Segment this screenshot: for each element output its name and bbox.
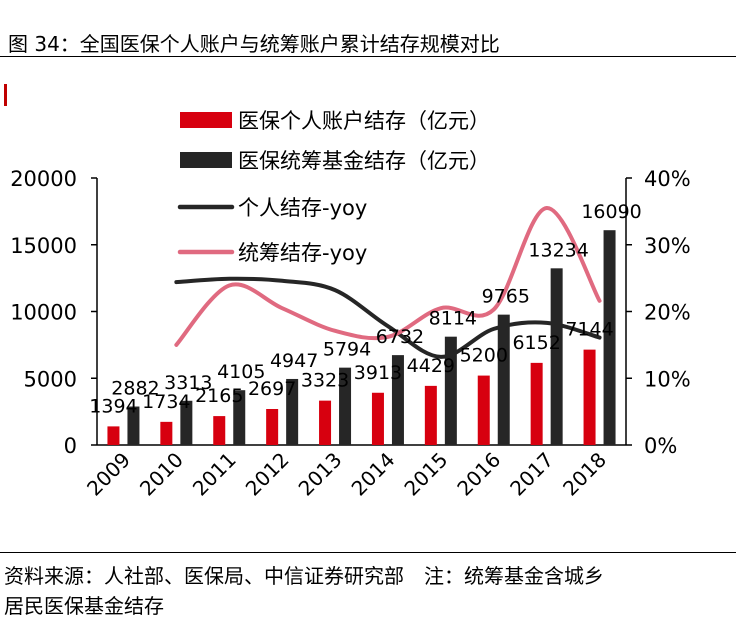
personal-account-bar bbox=[266, 408, 279, 445]
left-tick-label: 10000 bbox=[10, 301, 77, 325]
personal-account-bar bbox=[107, 426, 120, 445]
data-labels-group: 1394 1734 2165 2697 3323 3913 4429 520061527144… bbox=[89, 201, 642, 417]
personal-bar-value-label: 6152 bbox=[512, 332, 560, 354]
personal-account-bar bbox=[371, 392, 384, 445]
pooled-bar-value-label: 8114 bbox=[429, 308, 477, 330]
x-tick-label: 2011 bbox=[188, 448, 241, 501]
pooled-fund-bar bbox=[603, 230, 616, 445]
legend-label: 统筹结存-yoy bbox=[238, 241, 367, 265]
line-series-group bbox=[174, 206, 602, 359]
pooled-fund-bar bbox=[127, 406, 140, 445]
x-tick-label: 2012 bbox=[241, 448, 294, 501]
x-tick-label: 2013 bbox=[294, 448, 347, 501]
left-tick-label: 15000 bbox=[10, 234, 77, 258]
x-tick-label: 2017 bbox=[505, 448, 558, 501]
x-tick-label: 2016 bbox=[452, 448, 505, 501]
bar-series-group bbox=[107, 230, 616, 445]
personal-account-bar bbox=[213, 416, 226, 445]
pooled-fund-bar bbox=[339, 367, 352, 445]
personal-bar-value-label: 3913 bbox=[354, 362, 402, 384]
pooled-bar-value-label: 4105 bbox=[217, 361, 265, 383]
personal-yoy-line bbox=[174, 276, 602, 359]
personal-account-bar bbox=[477, 375, 490, 445]
pooled-bar-value-label: 3313 bbox=[164, 372, 212, 394]
right-tick-label: 30% bbox=[644, 234, 691, 258]
legend-label: 医保个人账户结存（亿元） bbox=[238, 109, 490, 133]
pooled-bar-value-label: 4947 bbox=[270, 350, 318, 372]
left-tick-label: 20000 bbox=[10, 167, 77, 191]
pooled-bar-value-label: 2882 bbox=[111, 378, 159, 400]
legend-swatch bbox=[180, 112, 232, 128]
pooled-bar-value-label: 5794 bbox=[323, 339, 371, 361]
pooled-bar-value-label: 9765 bbox=[482, 286, 530, 308]
x-tick-label: 2009 bbox=[82, 448, 135, 501]
legend-label: 医保统筹基金结存（亿元） bbox=[238, 149, 490, 173]
personal-account-bar bbox=[160, 421, 173, 445]
source-rule bbox=[0, 552, 736, 553]
left-tick-label: 5000 bbox=[24, 367, 77, 391]
x-tick-label: 2014 bbox=[347, 448, 400, 501]
pooled-fund-bar bbox=[286, 378, 299, 445]
pooled-bar-value-label: 16090 bbox=[581, 201, 641, 223]
x-tick-label: 2015 bbox=[399, 448, 452, 501]
figure-title: 图 34：全国医保个人账户与统筹账户累计结存规模对比 bbox=[8, 32, 500, 56]
right-tick-label: 0% bbox=[644, 434, 677, 458]
title-rule bbox=[0, 56, 736, 57]
legend: 医保个人账户结存（亿元） 医保统筹基金结存（亿元） 个人结存-yoy 统筹结存-yoy bbox=[177, 109, 490, 265]
source-note: 资料来源：人社部、医保局、中信证券研究部 注：统筹基金含城乡 bbox=[4, 564, 604, 588]
personal-bar-value-label: 4429 bbox=[407, 355, 455, 377]
pooled-yoy-line bbox=[174, 206, 602, 347]
legend-label: 个人结存-yoy bbox=[238, 196, 367, 220]
personal-account-bar bbox=[530, 362, 543, 445]
pooled-fund-bar bbox=[180, 400, 193, 445]
personal-bar-value-label: 2697 bbox=[248, 378, 296, 400]
x-tick-label: 2018 bbox=[558, 448, 611, 501]
source-note-line2: 居民医保基金结存 bbox=[4, 594, 164, 618]
personal-bar-value-label: 7144 bbox=[565, 319, 613, 341]
pooled-fund-bar bbox=[444, 336, 457, 445]
pooled-fund-bar bbox=[233, 390, 246, 445]
pooled-fund-bar bbox=[497, 314, 510, 445]
chart-canvas: 医保个人账户结存（亿元） 医保统筹基金结存（亿元） 个人结存-yoy 统筹结存-yoy… bbox=[10, 109, 691, 501]
right-tick-label: 20% bbox=[644, 301, 691, 325]
pooled-bar-value-label: 6732 bbox=[376, 326, 424, 348]
pooled-fund-bar bbox=[550, 268, 563, 445]
accent-mark bbox=[4, 84, 7, 106]
personal-account-bar bbox=[319, 400, 332, 445]
pooled-fund-bar bbox=[391, 355, 404, 445]
left-tick-label: 0 bbox=[64, 434, 77, 458]
personal-bar-value-label: 5200 bbox=[460, 345, 508, 367]
right-tick-label: 40% bbox=[644, 167, 691, 191]
x-tick-label: 2010 bbox=[135, 448, 188, 501]
pooled-bar-value-label: 13234 bbox=[528, 239, 588, 261]
personal-bar-value-label: 1734 bbox=[142, 391, 190, 413]
personal-bar-value-label: 3323 bbox=[301, 370, 349, 392]
legend-swatch bbox=[180, 152, 232, 168]
personal-bar-value-label: 2165 bbox=[195, 385, 243, 407]
personal-account-bar bbox=[424, 385, 437, 445]
personal-bar-value-label: 1394 bbox=[89, 395, 137, 417]
personal-account-bar bbox=[583, 349, 596, 445]
right-tick-label: 10% bbox=[644, 367, 691, 391]
